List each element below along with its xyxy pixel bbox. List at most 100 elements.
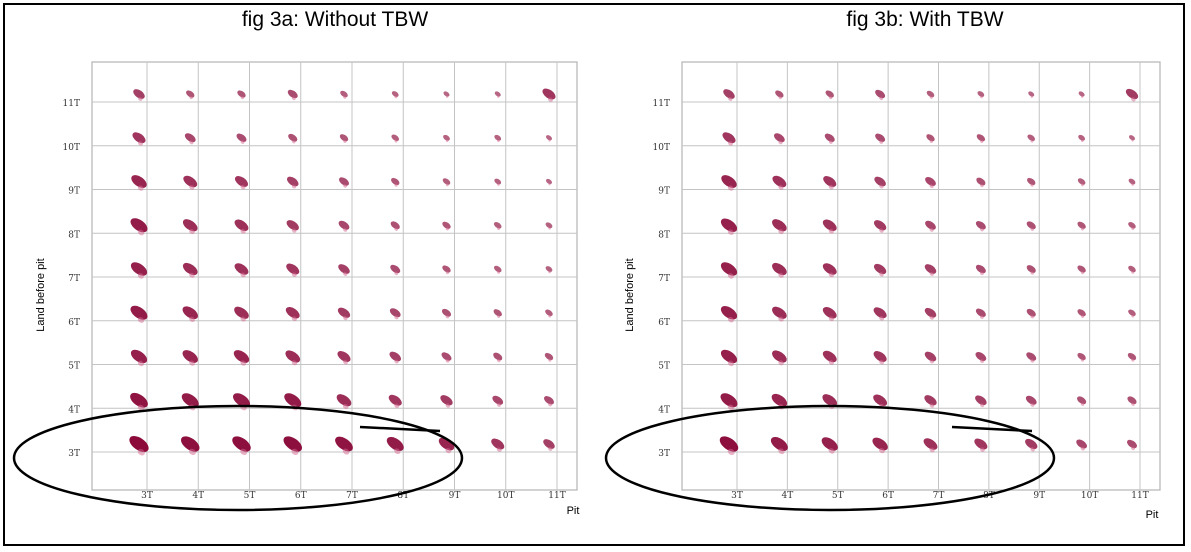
data-point [924,395,937,406]
data-point [873,263,887,275]
data-point-halo [1030,359,1035,363]
data-point [720,262,738,276]
y-tick-label: 11T [63,99,80,109]
y-tick-label: 9T [658,187,670,197]
x-tick-label: 11T [1131,491,1148,501]
data-point-halo [137,273,144,279]
data-point [774,133,785,143]
annotation-line [951,425,1033,433]
data-point [545,135,553,141]
data-point-halo [778,360,784,366]
data-point-halo [929,184,934,189]
y-tick-label: 5T [68,362,80,372]
data-point [130,305,148,320]
y-axis-label: Land before pit [624,258,636,331]
y-tick-label: 10T [63,143,80,153]
data-point [130,262,148,276]
data-point [822,306,837,319]
data-point [130,218,148,233]
y-tick-label: 11T [653,99,670,109]
data-point [1077,265,1086,273]
data-point-halo [778,316,784,322]
data-point [132,132,146,144]
data-point [545,222,553,229]
data-point-halo [1131,227,1135,231]
data-point-halo [497,95,500,98]
data-point-halo [828,360,834,365]
data-point-halo [394,359,399,364]
data-point [772,306,787,319]
data-point [721,175,737,188]
data-point [390,264,401,274]
x-tick-label: 7T [933,491,945,501]
data-point-halo [828,140,833,144]
data-point [1128,309,1136,317]
data-point [1025,438,1038,450]
data-point-halo [343,315,348,321]
data-point-halo [1030,95,1033,98]
data-point-halo [343,359,348,365]
data-point-halo [138,141,143,146]
data-point-halo [929,96,933,99]
data-point-halo [1131,271,1135,274]
data-point-halo [291,272,297,277]
data-point-halo [828,316,834,322]
data-point-halo [778,140,783,145]
data-point [1026,221,1036,230]
data-point [285,306,300,319]
data-point [772,175,787,188]
data-point [1127,439,1137,449]
data-point-halo [394,95,398,99]
data-point [338,220,350,230]
data-point [924,307,937,318]
y-tick-label: 8T [68,230,80,240]
data-point [974,438,988,450]
data-point [180,436,200,452]
data-point [1128,265,1136,273]
data-point-halo [394,448,401,455]
data-point-halo [445,447,452,454]
data-point-halo [778,229,784,235]
data-point [1078,91,1085,97]
data-point-halo [980,271,984,276]
data-point-halo [879,316,885,321]
x-tick-label: 6T [295,491,307,501]
data-point-halo [240,272,246,278]
data-point [822,263,837,275]
data-point [131,175,147,188]
data-point-halo [828,272,834,278]
y-tick-label: 6T [658,318,670,328]
data-point-halo [1030,403,1035,407]
data-point-halo [1030,447,1035,452]
data-point-halo [778,272,784,278]
data-point [491,438,505,450]
data-point-halo [445,271,449,275]
data-point-halo [445,403,451,408]
data-point-halo [1030,183,1034,187]
data-point [924,351,937,362]
y-tick-label: 4T [658,405,670,415]
data-point [336,394,352,407]
data-point [770,436,788,452]
data-point [232,436,251,452]
data-point-halo [1131,97,1136,102]
data-point [771,393,788,407]
data-point-halo [727,316,734,323]
data-point-halo [240,140,245,144]
data-point-halo [291,360,298,366]
data-point [873,394,888,407]
data-point-halo [240,316,246,322]
data-point [824,133,835,142]
data-point [1128,135,1136,141]
data-point [545,266,553,272]
data-point-halo [979,403,985,408]
data-point [1077,396,1087,405]
data-point [493,221,502,229]
data-point [236,133,247,142]
data-point [1026,265,1036,273]
data-point [545,309,553,317]
data-point-halo [189,448,196,456]
annotation-line [359,425,441,433]
data-point [975,221,986,230]
data-point-halo [497,227,500,231]
